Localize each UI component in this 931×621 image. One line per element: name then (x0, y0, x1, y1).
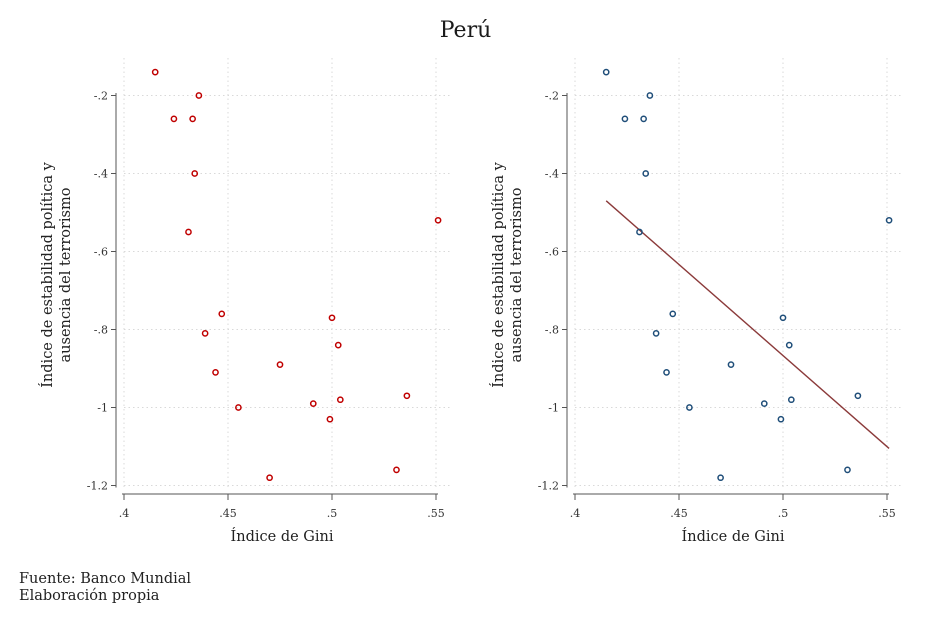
footer-note: Elaboración propia (19, 588, 160, 604)
left-data-point (189, 115, 196, 123)
right-data-point (642, 170, 650, 177)
left-x-tick-label: .4 (119, 507, 130, 520)
right-data-point (854, 392, 862, 400)
left-data-point (276, 361, 284, 368)
left-y-tick-label: -1.2 (87, 480, 108, 493)
right-data-point (777, 415, 785, 423)
left-data-point (201, 330, 209, 337)
right-data-point (663, 369, 670, 376)
right-data-point (717, 474, 724, 482)
left-x-axis-title: Índice de Gini (231, 527, 334, 545)
right-y-tick-label: -.6 (545, 246, 559, 259)
right-data-point (640, 115, 647, 123)
right-data-point (621, 115, 629, 123)
right-data-point (787, 396, 795, 404)
right-data-point (646, 92, 654, 99)
left-data-point (334, 341, 342, 349)
left-data-point (403, 392, 411, 400)
left-y-axis-title-line: ausencia del terrorismo (58, 188, 74, 363)
right-data-point (779, 314, 787, 322)
left-data-point (151, 68, 159, 76)
left-y-axis-title-line: Índice de estabilidad política y (38, 161, 56, 387)
left-data-point (218, 310, 226, 318)
left-data-point (266, 474, 273, 482)
right-data-point (785, 341, 793, 349)
right-x-tick-label: .5 (778, 507, 789, 520)
right-y-tick-label: -.2 (545, 90, 559, 103)
right-x-tick-label: .55 (878, 507, 896, 520)
left-data-point (393, 466, 400, 474)
left-x-tick-label: .55 (427, 507, 445, 520)
left-data-point (326, 415, 334, 423)
left-y-tick-label: -1 (97, 402, 108, 415)
left-y-tick-label: -.6 (94, 246, 108, 259)
left-data-point (191, 170, 199, 177)
right-data-point (760, 400, 768, 407)
right-data-point (885, 216, 893, 224)
right-y-axis-title-line: Índice de estabilidad política y (489, 161, 507, 387)
right-y-tick-label: -.8 (545, 324, 559, 337)
left-x-tick-label: .45 (219, 507, 237, 520)
page-title: Perú (439, 18, 492, 43)
right-x-tick-label: .45 (670, 507, 688, 520)
left-data-point (185, 228, 192, 236)
left-y-tick-label: -.8 (94, 324, 108, 337)
right-plot-area: -.2 -.4 -.6 -.8 -1 -1.2 .4 .45 .5 .55 Índice de Gi… (489, 58, 901, 545)
right-data-point (636, 228, 643, 236)
left-data-point (309, 400, 317, 407)
left-y-tick-label: -.4 (94, 168, 108, 181)
footer-source: Fuente: Banco Mundial (19, 571, 192, 587)
right-x-tick-label: .4 (570, 507, 581, 520)
left-y-tick-label: -.2 (94, 90, 108, 103)
right-x-axis-title: Índice de Gini (682, 527, 785, 545)
right-data-point (652, 330, 660, 337)
left-data-point (336, 396, 344, 404)
left-plot-area: -.2 -.4 -.6 -.8 -1 -1.2 .4 .45 .5 .55 Índice de Gi… (38, 58, 450, 545)
left-data-point (170, 115, 178, 123)
left-x-tick-label: .5 (327, 507, 338, 520)
left-data-point (235, 404, 242, 411)
right-data-point (844, 466, 851, 474)
right-data-point (669, 310, 677, 318)
left-data-point (328, 314, 336, 322)
right-data-point (686, 404, 693, 411)
right-data-point (727, 361, 735, 368)
right-data-point (602, 68, 610, 76)
left-data-point (195, 92, 203, 99)
right-fit-line (605, 200, 890, 449)
right-y-tick-label: -1.2 (538, 480, 559, 493)
right-y-tick-label: -.4 (545, 168, 559, 181)
left-data-point (212, 369, 219, 376)
right-y-tick-label: -1 (548, 402, 559, 415)
right-y-axis-title-line: ausencia del terrorismo (509, 188, 525, 363)
left-data-point (434, 216, 442, 224)
